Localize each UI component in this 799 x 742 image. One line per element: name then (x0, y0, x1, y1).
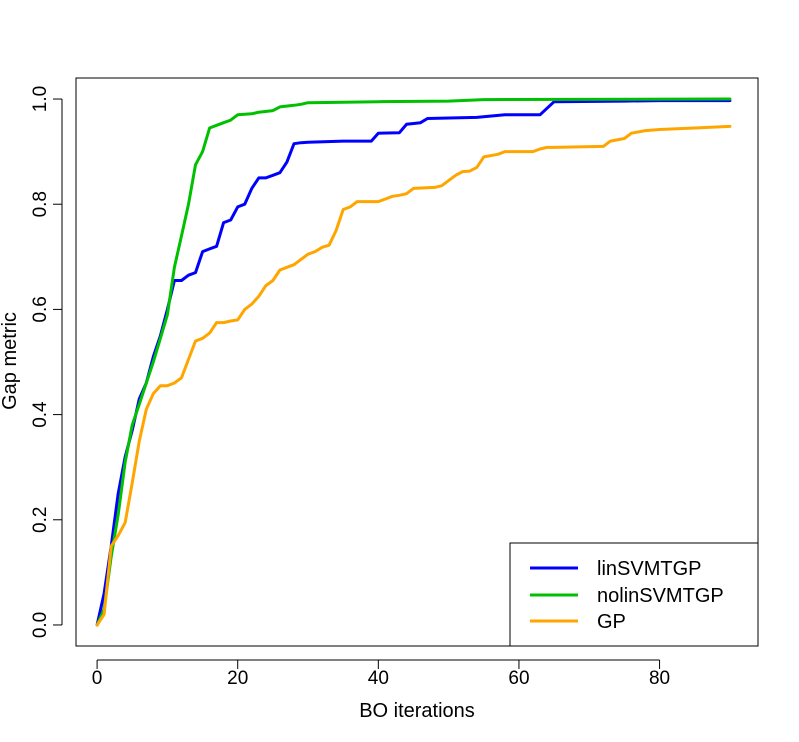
y-axis: 0.0 0.2 0.4 0.6 0.8 1.0 (30, 86, 63, 638)
x-tick-label: 40 (368, 668, 389, 689)
y-tick-label: 1.0 (30, 86, 51, 112)
y-tick-label: 0.6 (30, 296, 51, 322)
y-tick-label: 0.0 (30, 612, 51, 638)
x-axis-title: BO iterations (359, 700, 475, 722)
y-tick-label: 0.4 (30, 401, 51, 428)
legend-label-nolinsvmtgp: nolinSVMTGP (597, 585, 724, 607)
series-line-nolinsvmtgp (95, 97, 732, 627)
legend-label-linsvmtgp: linSVMTGP (597, 558, 701, 580)
series-layer (95, 97, 732, 627)
series-line-gp (95, 124, 732, 627)
y-tick-label: 0.2 (30, 507, 51, 533)
y-axis-title: Gap metric (0, 312, 21, 410)
x-tick-label: 0 (92, 668, 103, 689)
plot-area-frame (75, 77, 759, 647)
x-axis: 0 20 40 60 80 (92, 659, 670, 689)
legend-label-gp: GP (597, 611, 626, 633)
legend: linSVMTGP nolinSVMTGP GP (509, 542, 759, 647)
x-tick-label: 20 (227, 668, 248, 689)
y-tick-label: 0.8 (30, 191, 51, 217)
x-tick-label: 60 (508, 668, 529, 689)
x-tick-label: 80 (649, 668, 670, 689)
